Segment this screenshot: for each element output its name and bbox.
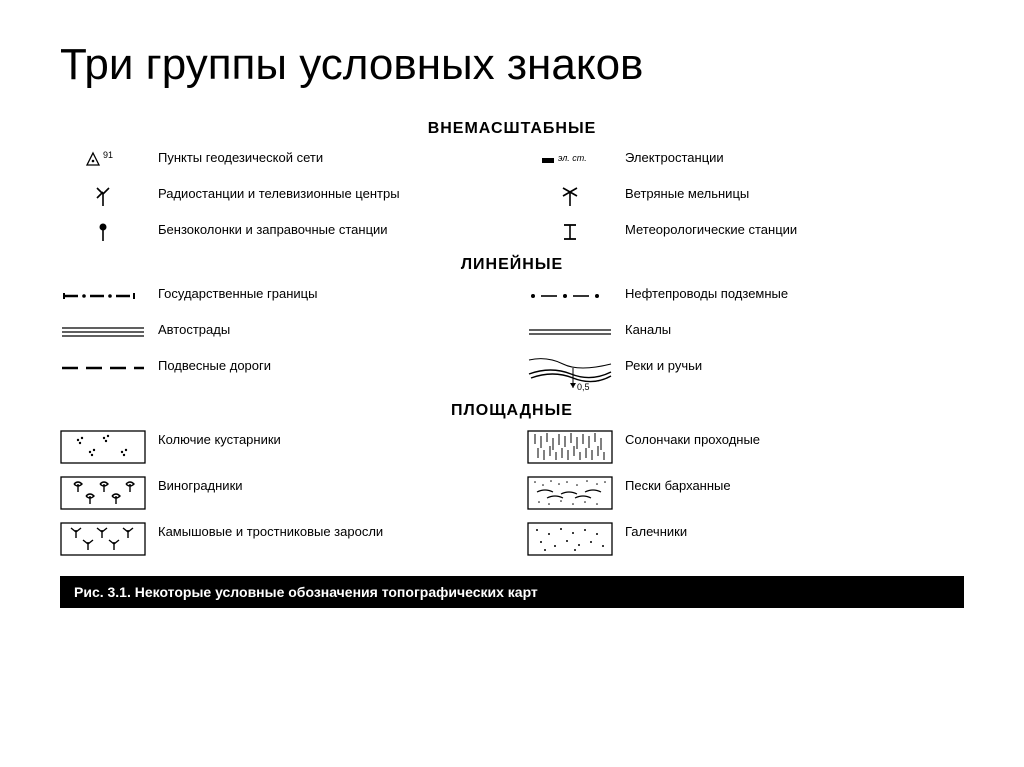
entry-cableway: Подвесные дороги — [60, 354, 497, 382]
meteo-label: Метеорологические станции — [625, 218, 964, 239]
point-col-left: 91 Пункты геодезической сети Радиостанци… — [60, 146, 497, 246]
page-title: Три группы условных знаков — [60, 40, 964, 90]
line-col-left: Государственные границы Автострады — [60, 282, 497, 392]
entry-highway: Автострады — [60, 318, 497, 346]
entry-geodetic: 91 Пункты геодезической сети — [60, 146, 497, 174]
gravel-label: Галечники — [625, 520, 964, 541]
entry-radio: Радиостанции и телевизионные центры — [60, 182, 497, 210]
radio-label: Радиостанции и телевизионные центры — [158, 182, 497, 203]
entry-sand-dune: Пески барханные — [527, 474, 964, 512]
gravel-icon — [527, 520, 613, 558]
windmill-label: Ветряные мельницы — [625, 182, 964, 203]
vineyard-label: Виноградники — [158, 474, 497, 495]
entry-meteo: Метеорологические станции — [527, 218, 964, 246]
entry-gas: Бензоколонки и заправочные станции — [60, 218, 497, 246]
highway-icon — [60, 318, 146, 346]
gas-icon — [60, 218, 146, 246]
section-header-area: ПЛОЩАДНЫЕ — [60, 402, 964, 420]
entry-reed: Камышовые и тростниковые заросли — [60, 520, 497, 558]
pipeline-icon — [527, 282, 613, 310]
reed-icon — [60, 520, 146, 558]
entry-solonchak: Солончаки проходные — [527, 428, 964, 466]
geodetic-icon: 91 — [60, 146, 146, 174]
sand-dune-label: Пески барханные — [625, 474, 964, 495]
entry-river: 0,5 Реки и ручьи — [527, 354, 964, 392]
river-icon: 0,5 — [527, 354, 613, 392]
entry-border: Государственные границы — [60, 282, 497, 310]
canal-label: Каналы — [625, 318, 964, 339]
area-columns: Колючие кустарники Вино — [60, 428, 964, 558]
river-label: Реки и ручьи — [625, 354, 964, 375]
section-header-point: ВНЕМАСШТАБНЫЕ — [60, 120, 964, 138]
solonchak-icon — [527, 428, 613, 466]
line-columns: Государственные границы Автострады — [60, 282, 964, 392]
vineyard-icon — [60, 474, 146, 512]
point-columns: 91 Пункты геодезической сети Радиостанци… — [60, 146, 964, 246]
section-header-line: ЛИНЕЙНЫЕ — [60, 256, 964, 274]
border-label: Государственные границы — [158, 282, 497, 303]
entry-vineyard: Виноградники — [60, 474, 497, 512]
gas-label: Бензоколонки и заправочные станции — [158, 218, 497, 239]
geodetic-sup: 91 — [103, 150, 113, 160]
highway-label: Автострады — [158, 318, 497, 339]
geodetic-label: Пункты геодезической сети — [158, 146, 497, 167]
thorny-label: Колючие кустарники — [158, 428, 497, 449]
sand-dune-icon — [527, 474, 613, 512]
entry-power: эл. ст. Электростанции — [527, 146, 964, 174]
cableway-label: Подвесные дороги — [158, 354, 497, 375]
solonchak-label: Солончаки проходные — [625, 428, 964, 449]
power-label: Электростанции — [625, 146, 964, 167]
thorny-icon — [60, 428, 146, 466]
power-icon: эл. ст. — [527, 146, 613, 174]
entry-windmill: Ветряные мельницы — [527, 182, 964, 210]
figure-caption: Рис. 3.1. Некоторые условные обозначения… — [60, 576, 964, 608]
line-col-right: Нефтепроводы подземные Каналы — [527, 282, 964, 392]
point-col-right: эл. ст. Электростанции Ветряные мельницы — [527, 146, 964, 246]
windmill-icon — [527, 182, 613, 210]
reed-label: Камышовые и тростниковые заросли — [158, 520, 497, 541]
area-col-left: Колючие кустарники Вино — [60, 428, 497, 558]
entry-gravel: Галечники — [527, 520, 964, 558]
area-col-right: Солончаки проходные — [527, 428, 964, 558]
power-sup: эл. ст. — [558, 153, 587, 163]
entry-thorny: Колючие кустарники — [60, 428, 497, 466]
pipeline-label: Нефтепроводы подземные — [625, 282, 964, 303]
meteo-icon — [527, 218, 613, 246]
river-depth: 0,5 — [577, 382, 590, 392]
entry-canal: Каналы — [527, 318, 964, 346]
slide: Три группы условных знаков ВНЕМАСШТАБНЫЕ… — [0, 0, 1024, 618]
border-icon — [60, 282, 146, 310]
entry-pipeline: Нефтепроводы подземные — [527, 282, 964, 310]
cableway-icon — [60, 354, 146, 382]
radio-icon — [60, 182, 146, 210]
canal-icon — [527, 318, 613, 346]
